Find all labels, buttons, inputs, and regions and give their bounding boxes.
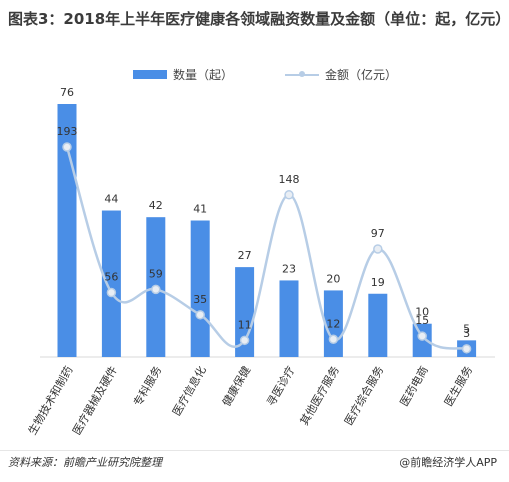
bar — [101, 210, 121, 357]
chart-plot: 76 44 42 41 27 23 20 19 10 5 193 56 59 35 11 148 12 97 15 3… — [25, 86, 495, 438]
category-label: 医药电商 — [397, 364, 431, 409]
category-label: 医疗器械及硬件 — [69, 364, 120, 438]
bar-value-label: 19 — [371, 276, 385, 289]
category-label: 专科服务 — [130, 364, 164, 409]
bar-value-label: 41 — [193, 203, 207, 216]
legend-item-amount: 金额（亿元） — [285, 66, 397, 83]
category-label: 医疗信息化 — [169, 364, 209, 419]
line-point — [239, 335, 250, 346]
legend-line-swatch — [285, 70, 319, 79]
chart-title: 图表3：2018年上半年医疗健康各领域融资数量及金额（单位：起，亿元） — [8, 10, 509, 28]
bar — [57, 104, 77, 357]
source-note: 资料来源：前瞻产业研究院整理 — [8, 456, 162, 469]
line-value-label: 193 — [57, 125, 78, 138]
line-point — [373, 244, 383, 254]
line-point — [62, 142, 72, 152]
category-label: 医生服务 — [441, 363, 475, 408]
line-point — [284, 190, 294, 200]
footer-divider — [0, 450, 509, 451]
category-label: 健康保健 — [219, 364, 253, 409]
line-point — [195, 310, 205, 320]
legend-label-count: 数量（起） — [173, 68, 234, 82]
bar — [368, 293, 388, 357]
bar-value-label: 5 — [463, 322, 470, 335]
bar-value-label: 23 — [282, 262, 296, 275]
line-value-label: 15 — [415, 314, 429, 327]
bar-value-label: 42 — [149, 199, 163, 212]
line-value-label: 12 — [326, 317, 340, 330]
legend-item-count: 数量（起） — [133, 66, 233, 83]
brand-credit: @前瞻经济学人APP — [399, 456, 497, 469]
bar-value-label: 27 — [238, 249, 252, 262]
category-label: 寻医诊疗 — [263, 364, 297, 409]
line-point — [461, 344, 472, 354]
line-value-label: 148 — [279, 173, 300, 186]
line-value-label: 59 — [149, 267, 163, 280]
line-point — [106, 287, 117, 298]
bar — [235, 267, 255, 357]
line-value-label: 11 — [238, 318, 252, 331]
category-label: 生物技术和制药 — [25, 364, 76, 438]
bar — [190, 220, 210, 357]
chart-footer: 资料来源：前瞻产业研究院整理 @前瞻经济学人APP — [0, 450, 509, 472]
line-point — [151, 284, 161, 295]
line-value-label: 35 — [193, 293, 207, 306]
bar-value-label: 44 — [104, 193, 118, 206]
bar — [279, 280, 299, 357]
line-point — [328, 334, 339, 345]
legend-label-amount: 金额（亿元） — [325, 68, 398, 82]
legend-bar-swatch — [133, 70, 167, 79]
line-value-label: 3 — [463, 327, 470, 340]
bar-value-label: 76 — [60, 86, 74, 99]
line-value-label: 97 — [371, 227, 385, 240]
amount-series-line — [65, 146, 467, 351]
bar-value-label: 20 — [326, 272, 340, 285]
bar-value-label: 10 — [415, 306, 429, 319]
line-point — [417, 331, 427, 341]
line-value-label: 56 — [104, 271, 118, 284]
category-label: 其他医疗服务 — [297, 364, 342, 428]
category-label: 医疗综合服务 — [341, 364, 386, 428]
chart-legend: 数量（起） 金额（亿元） — [0, 66, 509, 84]
